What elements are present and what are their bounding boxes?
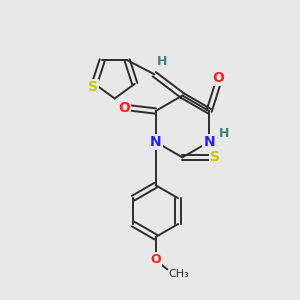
Text: N: N — [150, 135, 161, 149]
Text: O: O — [118, 101, 130, 115]
Text: S: S — [210, 150, 220, 164]
Text: N: N — [203, 135, 215, 149]
Text: H: H — [219, 127, 230, 140]
Text: H: H — [157, 55, 167, 68]
Text: O: O — [150, 254, 161, 266]
Text: O: O — [212, 71, 224, 85]
Text: CH₃: CH₃ — [168, 269, 189, 279]
Text: S: S — [88, 80, 98, 94]
